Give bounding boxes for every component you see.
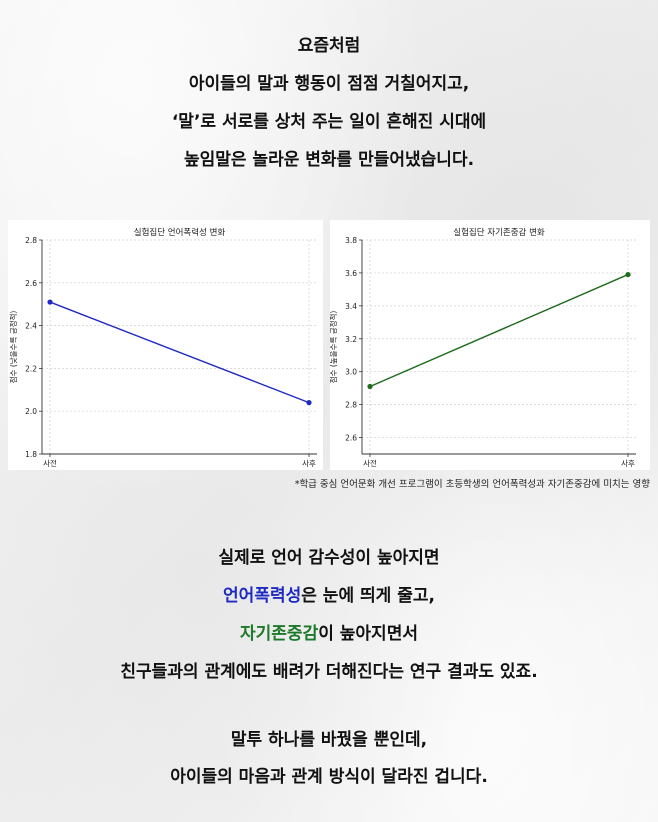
outro-line-2: 아이들의 마음과 관계 방식이 달라진 겁니다. xyxy=(170,767,488,787)
highlight-self-esteem: 자기존중감 xyxy=(240,624,319,644)
chart-verbal-violence-svg: 실험집단 언어폭력성 변화 1.8 2.0 2.2 2.4 2.6 2.8 사전 사후 점수 (낮… xyxy=(8,227,317,468)
middle-line-2: 언어폭력성은 눈에 띄게 줄고, xyxy=(0,586,658,606)
y-tick-label: 2.8 xyxy=(25,236,37,245)
chart-self-esteem-svg: 실험집단 자기존중감 변화 2.6 2.8 3.0 3.2 3.4 3.6 3.8 사전 사후 점수… xyxy=(330,227,636,468)
y-tick-label: 2.4 xyxy=(25,322,37,331)
intro-line-2: 아이들의 말과 행동이 점점 거칠어지고, xyxy=(188,74,470,94)
outro-text: 말투 하나를 바꿨을 뿐인데, 아이들의 마음과 관계 방식이 달라진 겁니다. xyxy=(0,730,658,804)
series-line xyxy=(369,273,629,388)
source-footnote: *학급 중심 언어문화 개선 프로그램이 초등학생의 언어폭력성과 자기존중감에… xyxy=(294,479,650,490)
x-tick-label: 사전 xyxy=(363,458,377,468)
series-line xyxy=(49,301,310,404)
y-axis-label: 점수 (높을수록 긍정적) xyxy=(330,311,338,384)
y-tick-label: 2.6 xyxy=(25,279,37,288)
middle-line-3: 자기존중감이 높아지면서 xyxy=(0,624,658,644)
y-tick-label: 2.6 xyxy=(345,434,357,443)
x-tick-label: 사전 xyxy=(43,458,57,468)
x-tick-label: 사후 xyxy=(302,459,316,468)
data-point xyxy=(306,400,312,406)
y-tick-label: 3.4 xyxy=(345,302,357,311)
data-point xyxy=(625,271,631,278)
x-tick-label: 사후 xyxy=(621,459,635,468)
y-tick-label: 3.0 xyxy=(345,368,357,377)
middle-line-4: 친구들과의 관계에도 배려가 더해진다는 연구 결과도 있죠. xyxy=(120,662,538,682)
y-tick-label: 2.8 xyxy=(345,401,357,410)
y-tick-label: 3.8 xyxy=(345,236,357,245)
intro-text: 요즘처럼 아이들의 말과 행동이 점점 거칠어지고, ‘말’로 서로를 상처 주… xyxy=(0,36,658,188)
chart-title: 실험집단 자기존중감 변화 xyxy=(453,227,545,238)
middle-line-1: 실제로 언어 감수성이 높아지면 xyxy=(218,548,440,568)
y-tick-label: 3.2 xyxy=(345,335,357,344)
y-axis-label: 점수 (낮을수록 긍정적) xyxy=(8,311,18,384)
outro-line-1: 말투 하나를 바꿨을 뿐인데, xyxy=(230,730,428,750)
middle-line-2-rest: 은 눈에 띄게 줄고, xyxy=(301,586,435,606)
data-point xyxy=(47,299,53,305)
intro-line-3: ‘말’로 서로를 상처 주는 일이 흔해진 시대에 xyxy=(171,112,487,132)
intro-line-4: 높임말은 놀라운 변화를 만들어냈습니다. xyxy=(183,150,475,170)
data-point xyxy=(367,383,373,390)
y-tick-label: 3.6 xyxy=(345,269,357,278)
highlight-verbal-violence: 언어폭력성 xyxy=(223,586,302,606)
chart-verbal-violence: 실험집단 언어폭력성 변화 1.8 2.0 2.2 2.4 2.6 2.8 사전 사후 점수 (낮… xyxy=(8,220,323,470)
y-tick-label: 1.8 xyxy=(25,450,37,459)
y-tick-label: 2.0 xyxy=(25,407,37,416)
middle-text: 실제로 언어 감수성이 높아지면 언어폭력성은 눈에 띄게 줄고, 자기존중감이… xyxy=(0,548,658,700)
y-tick-label: 2.2 xyxy=(25,364,37,373)
middle-line-3-rest: 이 높아지면서 xyxy=(318,624,418,644)
intro-line-1: 요즘처럼 xyxy=(297,36,361,56)
chart-self-esteem: 실험집단 자기존중감 변화 2.6 2.8 3.0 3.2 3.4 3.6 3.8 사전 사후 점수… xyxy=(330,220,650,470)
chart-title: 실험집단 언어폭력성 변화 xyxy=(134,227,226,238)
